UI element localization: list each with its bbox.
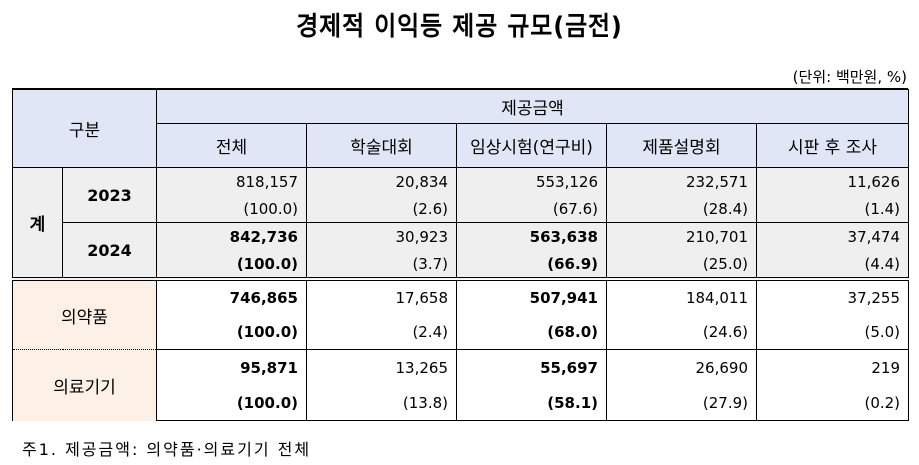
cell-value: 30,923 (306, 222, 457, 250)
cell-value: 563,638 (456, 222, 607, 250)
cell-share: (2.4) (306, 315, 457, 350)
cell-value: 746,865 (156, 277, 307, 315)
cell-value: 37,255 (755, 277, 910, 315)
cell-value: 210,701 (606, 222, 757, 250)
cell-share: (3.7) (306, 250, 457, 280)
cell-share: (100.0) (156, 385, 307, 421)
cell-value: 219 (755, 349, 910, 385)
col-header-product-briefing: 제품설명회 (606, 123, 757, 168)
cell-value: 26,690 (606, 349, 757, 385)
col-header-pms: 시판 후 조사 (755, 123, 910, 168)
cell-share: (1.4) (755, 195, 910, 223)
cell-value: 17,658 (306, 277, 457, 315)
cell-share: (58.1) (456, 385, 607, 421)
page-title: 경제적 이익등 제공 규모(금전) (296, 12, 623, 42)
cell-share: (0.2) (755, 385, 910, 421)
cell-value: 20,834 (306, 167, 457, 195)
cell-share: (5.0) (755, 315, 910, 350)
cell-share: (66.9) (456, 250, 607, 280)
cell-share: (100.0) (156, 315, 307, 350)
cell-value: 507,941 (456, 277, 607, 315)
cell-share: (25.0) (606, 250, 757, 280)
cell-share: (67.6) (456, 195, 607, 223)
cell-share: (2.6) (306, 195, 457, 223)
cell-value: 818,157 (156, 167, 307, 195)
cell-share: (28.4) (606, 195, 757, 223)
cell-share: (27.9) (606, 385, 757, 421)
footnote: 주1. 제공금액: 의약품·의료기기 전체 (22, 440, 312, 459)
cell-share: (13.8) (306, 385, 457, 421)
year-2023: 2023 (62, 167, 157, 223)
total-label: 계 (12, 167, 63, 279)
cell-value: 37,474 (755, 222, 910, 250)
year-2024: 2024 (62, 222, 157, 279)
category-pharma: 의약품 (12, 277, 157, 350)
data-table: 구분 제공금액 전체 학술대회 임상시험(연구비) 제품설명회 시판 후 조사 … (12, 89, 910, 421)
cell-value: 13,265 (306, 349, 457, 385)
cell-value: 553,126 (456, 167, 607, 195)
col-header-conference: 학술대회 (306, 123, 457, 168)
cell-value: 11,626 (755, 167, 910, 195)
cell-value: 232,571 (606, 167, 757, 195)
cell-share: (68.0) (456, 315, 607, 350)
unit-note: (단위: 백만원, %) (792, 68, 907, 86)
cell-value: 95,871 (156, 349, 307, 385)
cell-share: (24.6) (606, 315, 757, 350)
cell-share: (4.4) (755, 250, 910, 280)
cell-value: 842,736 (156, 222, 307, 250)
header-category: 구분 (12, 89, 157, 168)
category-medical-device: 의료기기 (12, 349, 157, 421)
cell-value: 184,011 (606, 277, 757, 315)
col-header-clinical: 임상시험(연구비) (456, 123, 607, 168)
header-group: 제공금액 (155, 89, 910, 124)
cell-share: (100.0) (156, 195, 307, 223)
cell-share: (100.0) (156, 250, 307, 280)
col-header-total: 전체 (156, 123, 307, 168)
cell-value: 55,697 (456, 349, 607, 385)
